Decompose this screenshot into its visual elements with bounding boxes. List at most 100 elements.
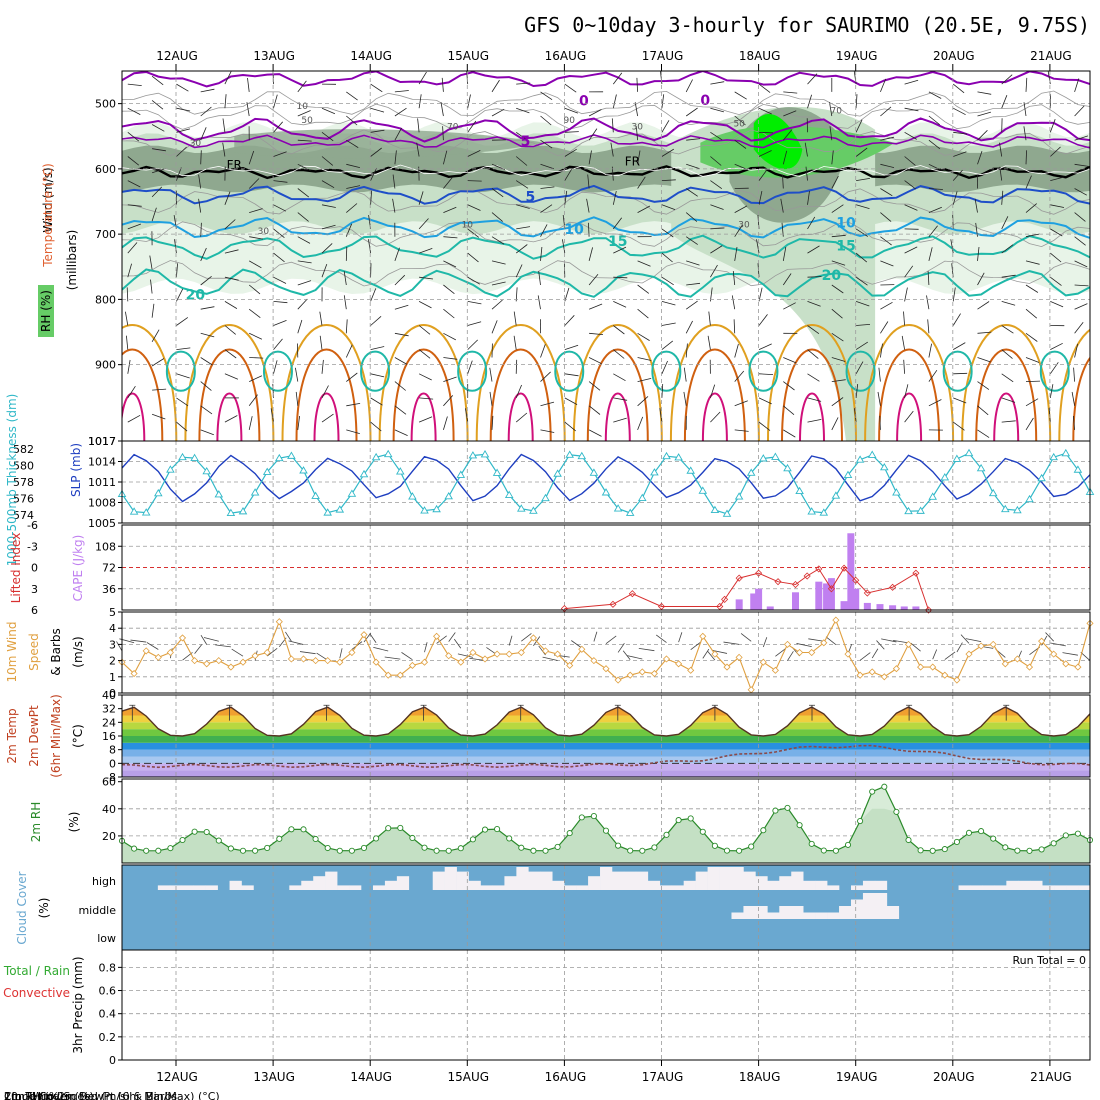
wind-barb bbox=[1001, 420, 1016, 423]
wind-speed-point bbox=[856, 671, 864, 679]
rh-point bbox=[1026, 847, 1033, 854]
wind-barb bbox=[419, 397, 434, 400]
rh-point bbox=[155, 847, 162, 854]
high-cloud-bar bbox=[516, 867, 529, 890]
thickness-point bbox=[311, 491, 320, 499]
wind-barb bbox=[1074, 343, 1079, 358]
wind-speed-point bbox=[541, 647, 550, 655]
wind-speed-point bbox=[505, 650, 513, 658]
surface-wind-barb bbox=[448, 632, 456, 642]
wind-barb bbox=[345, 246, 348, 261]
thickness-tick-label: 576 bbox=[13, 492, 34, 505]
wind-barb bbox=[370, 346, 385, 350]
rh-point bbox=[881, 783, 888, 790]
high-cloud-bar bbox=[683, 880, 696, 890]
wind-barb bbox=[249, 375, 263, 382]
high-cloud-bar bbox=[576, 885, 589, 890]
thickness-point bbox=[577, 451, 587, 460]
cape-axis-label: CAPE (J/kg) bbox=[71, 535, 85, 602]
date-label-bottom: 16AUG bbox=[545, 1070, 587, 1084]
wind-barb bbox=[952, 342, 966, 350]
wind-barb bbox=[1074, 284, 1089, 287]
wind-barb bbox=[345, 223, 353, 237]
wind-barb bbox=[854, 408, 857, 423]
rh-panel: 60 40 20 2m RH (%) 2m RH (%) bbox=[4, 776, 1094, 1100]
wind-barb bbox=[586, 198, 590, 213]
high-cloud-bar bbox=[827, 885, 840, 890]
thickness-point bbox=[650, 468, 659, 476]
cloud-layer-label: low bbox=[97, 932, 116, 945]
wind-barb bbox=[953, 372, 968, 375]
mid-cloud-bar bbox=[862, 893, 876, 919]
wind-speed-point bbox=[723, 663, 731, 671]
wind-barb bbox=[270, 408, 274, 423]
wind-barb bbox=[467, 339, 478, 350]
wind-barb bbox=[637, 150, 641, 165]
wind-barb bbox=[491, 236, 505, 245]
wind-barb bbox=[200, 429, 214, 436]
wind-speed-point bbox=[566, 661, 574, 670]
temp-contour-0 bbox=[122, 117, 1090, 143]
wind-barb bbox=[467, 360, 473, 374]
wind-barb bbox=[1073, 415, 1075, 430]
rh-point bbox=[457, 845, 464, 852]
wind-barb bbox=[855, 119, 863, 133]
thickness-point bbox=[480, 450, 490, 458]
wind-barb bbox=[346, 372, 358, 382]
thickness-point bbox=[783, 463, 792, 472]
wind-barb bbox=[467, 301, 482, 305]
wind-barb bbox=[710, 180, 723, 190]
wind-barb bbox=[1025, 77, 1028, 92]
wind-barb bbox=[443, 395, 454, 407]
wind-barb bbox=[659, 408, 663, 423]
lifted-index-point bbox=[609, 600, 617, 608]
rh-point bbox=[506, 835, 513, 842]
lifted-index-point bbox=[774, 578, 782, 586]
wind-barb bbox=[346, 429, 360, 434]
wind-barb bbox=[1074, 212, 1086, 222]
high-cloud-bar bbox=[647, 880, 661, 890]
wind-barb bbox=[394, 127, 402, 141]
temp-color-band bbox=[122, 763, 1090, 771]
wind-barb bbox=[928, 188, 943, 190]
wind-barb bbox=[443, 150, 448, 165]
wind-barb bbox=[756, 239, 760, 254]
wind-barb bbox=[831, 175, 839, 189]
high-cloud-bar bbox=[289, 885, 302, 890]
wind-barb bbox=[394, 247, 400, 262]
wind-barb bbox=[564, 421, 576, 432]
surface-wind-barb bbox=[965, 638, 982, 643]
high-cloud-bar bbox=[1030, 880, 1043, 890]
surface-wind-barb bbox=[542, 656, 558, 661]
wind-barb bbox=[176, 263, 178, 278]
temp-dome-30 bbox=[392, 348, 455, 441]
wind-barb bbox=[443, 308, 455, 319]
wind-barb bbox=[710, 264, 718, 278]
wind-speed-point bbox=[154, 653, 162, 661]
wind-barb bbox=[782, 247, 787, 261]
pressure-axis-label: (millibars) bbox=[65, 230, 79, 291]
wind-barb bbox=[855, 228, 869, 237]
temp-night-loop bbox=[748, 350, 779, 392]
thickness-point bbox=[202, 466, 211, 475]
wind-barb bbox=[1001, 244, 1014, 254]
wind-barb bbox=[200, 247, 207, 262]
wind-barb bbox=[465, 408, 469, 423]
thickness-point bbox=[214, 490, 224, 498]
wind-speed-point bbox=[469, 648, 477, 657]
wind-speed-point bbox=[178, 634, 187, 642]
thickness-point bbox=[1013, 505, 1022, 514]
temp-minmax-bar bbox=[226, 704, 233, 721]
wind-barb bbox=[515, 244, 528, 254]
wind-barb bbox=[152, 148, 166, 152]
wind-speed-point bbox=[166, 648, 174, 657]
high-cloud-bar bbox=[743, 871, 756, 890]
wind-barb bbox=[224, 219, 236, 230]
wind-barb bbox=[1025, 417, 1034, 431]
wind-barb bbox=[855, 204, 870, 209]
cloud-layer-label: high bbox=[92, 875, 116, 888]
wind-barb bbox=[297, 80, 307, 93]
wind-barb bbox=[127, 242, 138, 254]
wind-barb bbox=[273, 94, 278, 109]
